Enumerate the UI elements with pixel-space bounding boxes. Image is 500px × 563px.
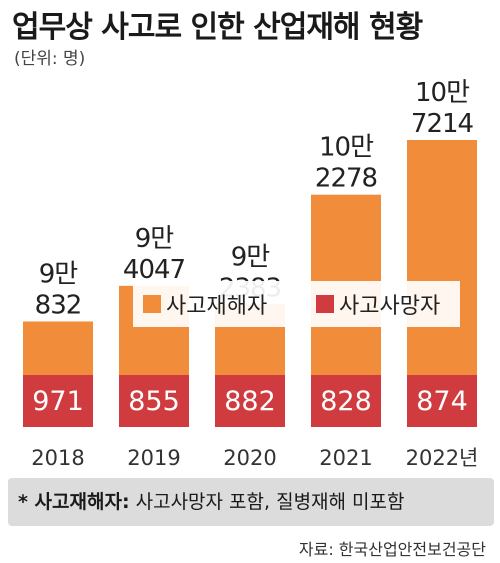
source-label: 자료: 한국산업안전보건공단 xyxy=(298,540,486,559)
injuries-value-label: 10만 xyxy=(319,133,373,163)
legend-swatch-injuries xyxy=(143,295,161,313)
deaths-bar xyxy=(311,375,381,427)
legend-label-deaths: 사고사망자 xyxy=(339,294,440,319)
footnote: * 사고재해자: 사고사망자 포함, 질병재해 미포함 xyxy=(8,478,494,526)
deaths-value-label: 828 xyxy=(320,386,372,417)
legend-box xyxy=(133,281,460,327)
deaths-bar xyxy=(23,375,93,427)
deaths-bar xyxy=(215,375,285,427)
injuries-value-label: 9만 xyxy=(135,224,174,254)
chart-title: 업무상 사고로 인한 산업재해 현황 xyxy=(12,10,423,45)
deaths-bar xyxy=(407,375,477,427)
deaths-bar xyxy=(119,375,189,427)
x-tick-label: 2020 xyxy=(223,446,276,470)
legend-label-injuries: 사고재해자 xyxy=(166,294,267,319)
injuries-bar xyxy=(23,321,93,375)
injuries-value-label: 10만 xyxy=(415,78,469,108)
injuries-value-label: 2278 xyxy=(315,164,377,194)
footnote-text: 사고사망자 포함, 질병재해 미포함 xyxy=(135,491,405,513)
injuries-value-label: 9만 xyxy=(39,259,78,289)
footnote-prefix: * 사고재해자: xyxy=(18,491,130,513)
injuries-value-label: 7214 xyxy=(411,109,474,139)
chart: 9719만83220188559만404720198829만2383202082… xyxy=(23,78,479,470)
x-tick-label: 2018 xyxy=(31,446,84,470)
legend-swatch-deaths xyxy=(316,295,334,313)
deaths-value-label: 971 xyxy=(32,386,84,417)
injuries-bar xyxy=(407,140,477,375)
deaths-value-label: 882 xyxy=(224,386,276,417)
injuries-value-label: 832 xyxy=(35,290,82,320)
deaths-value-label: 855 xyxy=(128,386,180,417)
x-tick-label: 2022년 xyxy=(406,446,479,470)
injuries-value-label: 4047 xyxy=(123,255,185,285)
injuries-value-label: 9만 xyxy=(231,242,270,272)
deaths-value-label: 874 xyxy=(416,386,468,417)
unit-label: (단위: 명) xyxy=(14,49,86,69)
x-tick-label: 2019 xyxy=(127,446,180,470)
x-tick-label: 2021 xyxy=(319,446,372,470)
